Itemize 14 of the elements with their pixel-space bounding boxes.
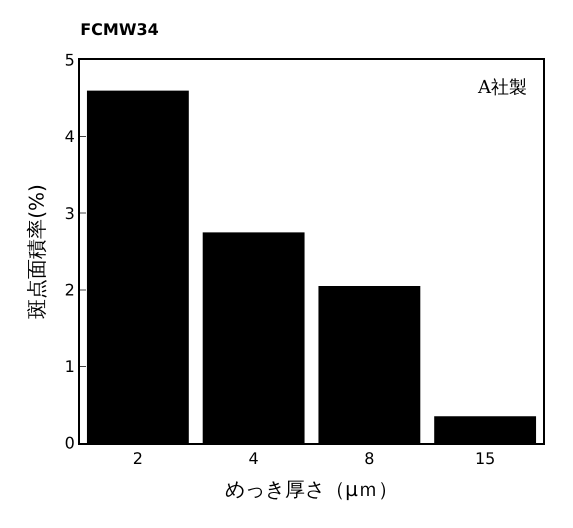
x-tick-label: 8 xyxy=(364,449,374,468)
x-axis-title: めっき厚さ（μｍ） xyxy=(225,477,398,502)
y-tick-label: 4 xyxy=(64,127,75,146)
x-tick-label: 15 xyxy=(474,449,496,468)
annotation: A社製 xyxy=(477,77,527,98)
y-tick-label: 1 xyxy=(64,357,75,376)
y-tick-label: 3 xyxy=(64,204,75,223)
x-tick-label: 4 xyxy=(248,449,259,468)
y-tick-label: 2 xyxy=(64,280,75,300)
x-tick-label: 2 xyxy=(132,449,143,468)
y-tick-label: 0 xyxy=(64,434,75,453)
chart-title: FCMW34 xyxy=(80,20,159,39)
y-tick-label: 5 xyxy=(64,50,75,70)
y-axis-title: 斑点面積率(%) xyxy=(24,184,49,319)
